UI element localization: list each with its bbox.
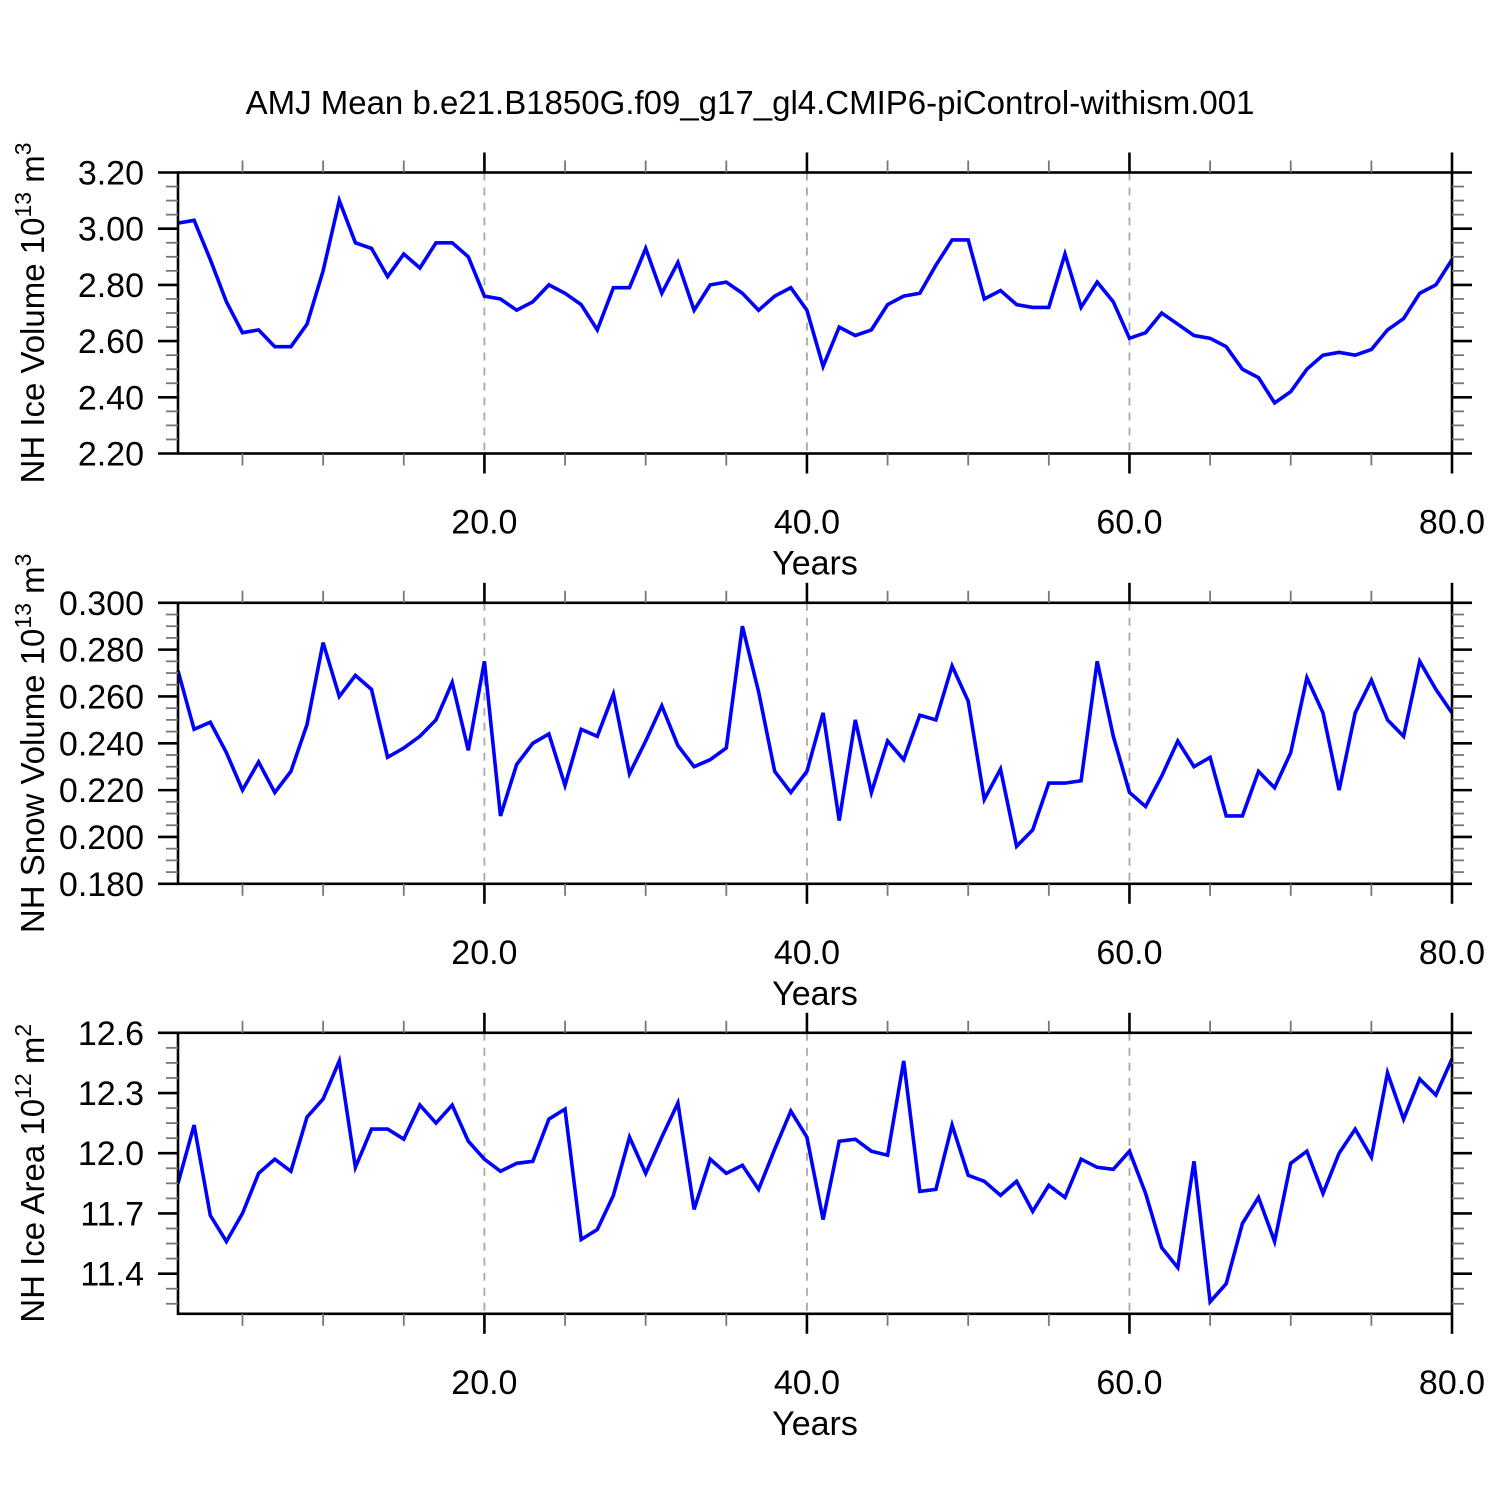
y-axis-title: NH Snow Volume 1013 m3 <box>10 554 51 934</box>
y-tick-label: 0.240 <box>59 725 144 763</box>
x-tick-label: 40.0 <box>774 1364 840 1402</box>
y-tick-label: 2.20 <box>78 436 144 474</box>
x-tick-label: 20.0 <box>451 1364 517 1402</box>
y-tick-label: 11.4 <box>80 1256 144 1294</box>
y-tick-label: 0.220 <box>59 772 144 810</box>
y-axis-title: NH Ice Area 1012 m2 <box>10 1024 51 1323</box>
nh-ice-volume-panel: 2.20 2.40 2.60 2.80 3.00 3.20 20.0 40.0 60.0 80.0… <box>10 142 1485 582</box>
y-tick-label: 0.200 <box>59 819 144 857</box>
y-tick-label: 12.0 <box>78 1135 144 1173</box>
x-tick-label: 80.0 <box>1419 1364 1485 1402</box>
x-axis-title: Years <box>772 1405 858 1443</box>
nh-ice-area-panel: 11.4 11.7 12.0 12.3 12.6 20.0 40.0 60.0 80.0 Year… <box>10 1012 1485 1443</box>
y-tick-label: 11.7 <box>80 1195 144 1233</box>
data-line <box>177 194 1454 406</box>
chart-title: AMJ Mean b.e21.B1850G.f09_g17_gl4.CMIP6-… <box>245 84 1255 121</box>
y-tick-label: 2.60 <box>78 323 144 361</box>
y-tick-label: 3.00 <box>78 211 144 249</box>
y-tick-label: 2.80 <box>78 267 144 305</box>
x-tick-label: 40.0 <box>774 504 840 542</box>
y-tick-label: 0.280 <box>59 632 144 670</box>
data-line <box>176 1054 1454 1307</box>
plot-box <box>176 1031 1454 1316</box>
x-tick-label: 20.0 <box>451 934 517 972</box>
x-tick-label: 80.0 <box>1419 934 1485 972</box>
x-tick-label: 60.0 <box>1096 504 1162 542</box>
x-tick-label: 20.0 <box>451 504 517 542</box>
x-tick-label: 80.0 <box>1419 504 1485 542</box>
x-axis-title: Years <box>772 545 858 583</box>
plot-box <box>176 171 1454 455</box>
y-tick-label: 2.40 <box>78 379 144 417</box>
nh-snow-volume-panel: 0.180 0.200 0.220 0.240 0.260 0.280 0.300 20.0 4… <box>10 554 1485 1013</box>
y-tick-label: 12.3 <box>78 1075 144 1113</box>
y-axis-title: NH Ice Volume 1013 m3 <box>10 142 51 483</box>
x-tick-label: 60.0 <box>1096 1364 1162 1402</box>
x-tick-label: 40.0 <box>774 934 840 972</box>
y-tick-label: 0.300 <box>59 585 144 623</box>
y-tick-label: 0.180 <box>59 866 144 904</box>
data-line <box>176 625 1454 850</box>
y-tick-label: 0.260 <box>59 678 144 716</box>
x-axis-title: Years <box>772 975 858 1013</box>
y-tick-label: 12.6 <box>78 1015 144 1053</box>
y-tick-label: 3.20 <box>78 155 144 193</box>
x-tick-label: 60.0 <box>1096 934 1162 972</box>
